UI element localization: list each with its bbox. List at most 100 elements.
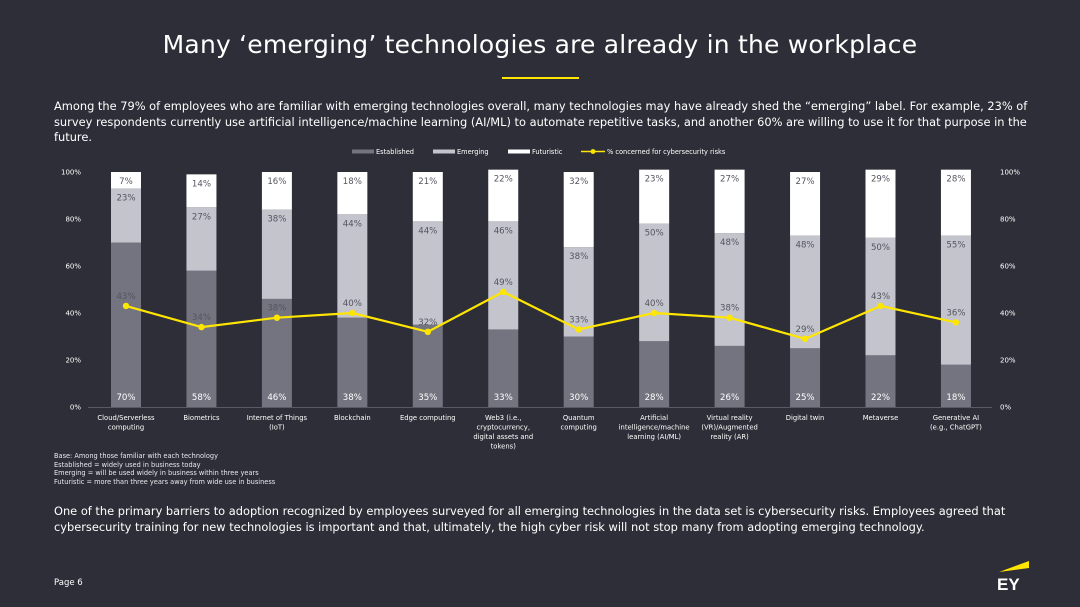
x-category-label: Web3 (i.e., xyxy=(485,414,522,422)
bar-value-label: 29% xyxy=(871,175,890,185)
bar-value-label: 23% xyxy=(116,193,135,203)
bar-value-label: 58% xyxy=(192,393,211,403)
x-category-label: (VR)/Augmented xyxy=(701,424,758,432)
bar-value-label: 18% xyxy=(946,393,965,403)
bar-value-label: 22% xyxy=(494,175,513,185)
page-title: Many ‘emerging’ technologies are already… xyxy=(162,30,918,59)
bar-value-label: 7% xyxy=(119,177,133,187)
bar-segment-established xyxy=(563,336,594,407)
bar-segment-futuristic xyxy=(337,172,368,215)
x-category-label: cryptocurrency, xyxy=(477,424,530,432)
line-point xyxy=(575,326,582,333)
bar-value-label: 48% xyxy=(720,238,739,248)
y-tick-label-left: 0% xyxy=(70,404,81,412)
stacked-bar-chart: Established Emerging Futuristic % concerned… xyxy=(61,148,1020,451)
line-value-label: 38% xyxy=(720,304,739,314)
x-category-label: Generative AI xyxy=(933,414,979,422)
bar-segment-futuristic xyxy=(563,172,594,248)
intro-paragraph: Among the 79% of employees who are famil… xyxy=(54,99,1028,144)
ey-logo: EY xyxy=(997,561,1029,592)
bar-value-label: 27% xyxy=(192,212,211,222)
y-tick-label-left: 40% xyxy=(65,310,81,318)
legend-label: % concerned for cybersecurity risks xyxy=(607,148,726,156)
x-category-label: learning (AI/ML) xyxy=(627,433,681,441)
y-tick-label-right: 100% xyxy=(1000,169,1020,177)
line-value-label: 33% xyxy=(569,315,588,325)
bar-value-label: 38% xyxy=(267,215,286,225)
bar-value-label: 50% xyxy=(645,229,664,239)
x-category-label: Blockchain xyxy=(334,414,371,422)
bar-value-label: 44% xyxy=(418,226,437,236)
x-category-label: reality (AR) xyxy=(710,433,749,441)
y-tick-label-left: 60% xyxy=(65,263,81,271)
y-tick-label-right: 20% xyxy=(1000,357,1016,365)
x-category-label: Artificial xyxy=(640,414,668,422)
line-point xyxy=(801,335,809,343)
y-tick-label-left: 100% xyxy=(61,169,81,177)
x-category-label: Quantum xyxy=(563,414,595,422)
line-value-label: 32% xyxy=(418,318,437,328)
y-tick-label-right: 80% xyxy=(1000,216,1016,224)
line-value-label: 49% xyxy=(494,278,513,288)
bar-value-label: 22% xyxy=(871,393,890,403)
x-category-label: Virtual reality xyxy=(707,414,753,422)
bar-segment-futuristic xyxy=(865,169,896,238)
line-point xyxy=(122,302,130,310)
bar-value-label: 44% xyxy=(343,219,362,229)
legend-label: Established xyxy=(376,148,414,156)
bar-value-label: 55% xyxy=(946,240,965,250)
bar-segment-emerging xyxy=(639,223,670,342)
x-category-label: tokens) xyxy=(491,443,517,451)
y-tick-label-right: 60% xyxy=(1000,263,1016,271)
bar-value-label: 48% xyxy=(795,240,814,250)
note-line: Emerging = will be used widely in busine… xyxy=(54,469,259,478)
bar-segment-futuristic xyxy=(639,169,670,224)
bar-segment-established xyxy=(111,242,141,407)
bar-segment-futuristic xyxy=(261,172,292,210)
bar-segment-established xyxy=(337,317,368,407)
legend-label: Emerging xyxy=(457,148,489,156)
line-point xyxy=(198,323,205,331)
line-value-label: 29% xyxy=(795,325,814,335)
bar-value-label: 28% xyxy=(645,393,664,403)
x-category-label: digital assets and xyxy=(473,433,533,441)
x-category-label: intelligence/machine xyxy=(619,424,690,432)
line-point xyxy=(273,314,281,321)
bar-segment-futuristic xyxy=(790,172,821,236)
y-tick-label-left: 20% xyxy=(65,357,81,365)
bar-value-label: 46% xyxy=(494,226,513,236)
y-tick-label-right: 0% xyxy=(1000,404,1011,412)
line-value-label: 38% xyxy=(267,304,286,314)
line-value-label: 43% xyxy=(871,292,890,302)
x-category-label: Cloud/Serverless xyxy=(97,414,155,422)
bar-segment-emerging xyxy=(337,214,368,318)
x-category-label: Biometrics xyxy=(183,414,220,422)
note-line: Futuristic = more than three years away … xyxy=(54,477,276,486)
y-tick-label-left: 80% xyxy=(65,216,81,224)
bar-segment-emerging xyxy=(488,221,519,330)
legend-swatch xyxy=(433,149,455,154)
line-value-label: 36% xyxy=(946,308,965,318)
x-category-label: (e.g., ChatGPT) xyxy=(930,424,982,432)
bar-value-label: 38% xyxy=(569,252,588,262)
bar-segment-emerging xyxy=(563,247,594,337)
bar-value-label: 27% xyxy=(795,177,814,187)
bar-segment-established xyxy=(488,329,519,407)
legend-label: Futuristic xyxy=(532,148,563,156)
bar-segment-futuristic xyxy=(412,172,443,222)
bar-segment-established xyxy=(790,348,821,407)
line-point xyxy=(726,314,733,321)
bar-segment-emerging xyxy=(186,207,217,271)
bar-segment-emerging xyxy=(412,221,443,325)
y-tick-label-right: 40% xyxy=(1000,310,1016,318)
bar-value-label: 16% xyxy=(267,177,286,187)
bar-value-label: 33% xyxy=(494,393,513,403)
legend-swatch xyxy=(508,149,530,154)
bar-segment-emerging xyxy=(714,233,745,346)
x-category-label: Metaverse xyxy=(863,414,899,422)
bar-value-label: 21% xyxy=(418,177,437,187)
line-point xyxy=(952,319,960,326)
page-number: Page 6 xyxy=(54,578,83,588)
bar-value-label: 23% xyxy=(645,175,664,185)
line-point xyxy=(424,328,431,335)
